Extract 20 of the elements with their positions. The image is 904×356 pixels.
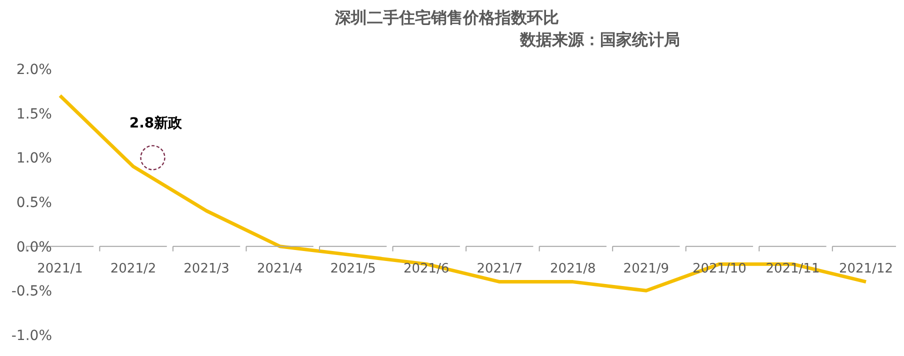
y-tick-label: 0.5% <box>16 194 52 211</box>
x-tick-label: 2021/12 <box>838 261 894 276</box>
x-tick-label: 2021/6 <box>403 261 450 276</box>
x-tick-label: 2021/9 <box>623 261 670 276</box>
y-tick-label: 1.0% <box>16 150 52 167</box>
x-tick-label: 2021/5 <box>330 261 376 276</box>
annotation: 2.8新政 <box>129 114 184 132</box>
x-tick-label: 2021/8 <box>550 261 596 276</box>
y-tick-label: 0.0% <box>16 239 52 256</box>
y-tick-label: 2.0% <box>16 62 52 78</box>
chart-title: 深圳二手住宅销售价格指数环比 <box>335 8 559 27</box>
chart-subtitle: 数据来源：国家统计局 <box>520 30 680 51</box>
x-tick-label: 2021/2 <box>110 261 156 276</box>
x-tick-label: 2021/7 <box>476 261 523 276</box>
y-tick-label: -1.0% <box>11 328 52 344</box>
y-tick-label: 1.5% <box>16 106 52 122</box>
x-tick-label: 2021/1 <box>37 261 83 276</box>
x-tick-label: 2021/4 <box>256 261 303 276</box>
x-tick-label: 2021/3 <box>184 261 230 276</box>
y-tick-label: -0.5% <box>11 284 52 300</box>
